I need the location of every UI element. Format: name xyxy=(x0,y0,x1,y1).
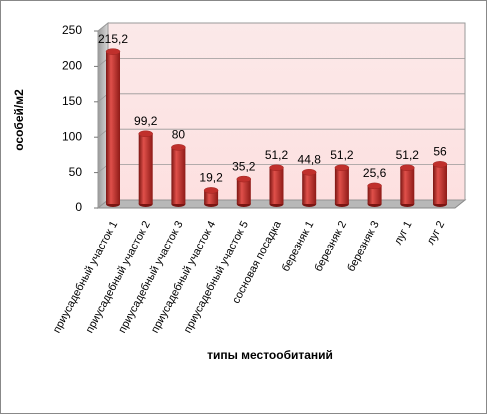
bar xyxy=(236,179,251,204)
value-label: 215,2 xyxy=(98,32,128,46)
value-label: 51,2 xyxy=(265,148,289,162)
bar xyxy=(400,167,415,204)
bar-top xyxy=(138,130,153,138)
bar xyxy=(204,190,219,204)
y-axis-title: особей/м2 xyxy=(12,89,26,151)
bar xyxy=(269,167,284,204)
y-tick-label: 0 xyxy=(75,200,82,214)
grid-line xyxy=(97,22,465,32)
y-tick-label: 200 xyxy=(62,59,82,73)
value-label: 51,2 xyxy=(330,148,354,162)
bar xyxy=(302,172,317,204)
bar xyxy=(138,133,153,204)
value-label: 19,2 xyxy=(199,171,223,185)
bar-top xyxy=(432,161,448,168)
value-label: 44,8 xyxy=(298,152,322,166)
y-tick-label: 150 xyxy=(62,94,82,108)
bar xyxy=(106,51,120,205)
bar-top xyxy=(269,164,284,172)
bar xyxy=(334,167,349,204)
bar-top xyxy=(367,182,382,190)
bar xyxy=(433,164,447,204)
value-label: 80 xyxy=(172,128,186,142)
value-label: 99,2 xyxy=(134,114,158,128)
value-label: 25,6 xyxy=(363,166,387,180)
bar-top xyxy=(203,187,219,194)
bar-top xyxy=(301,169,317,176)
value-label: 35,2 xyxy=(232,159,256,173)
value-label: 51,2 xyxy=(396,148,420,162)
bar-top xyxy=(334,164,350,172)
y-tick-label: 250 xyxy=(62,23,82,37)
bar xyxy=(367,185,382,204)
bar-top xyxy=(236,175,252,183)
x-axis-title: типы местообитаний xyxy=(207,348,333,362)
bar xyxy=(171,147,186,204)
value-label: 56 xyxy=(433,145,447,159)
y-tick-label: 50 xyxy=(69,165,83,179)
bar-top xyxy=(105,48,121,55)
y-tick-label: 100 xyxy=(62,129,82,143)
bar-top xyxy=(171,144,186,151)
bar-top xyxy=(400,164,415,172)
